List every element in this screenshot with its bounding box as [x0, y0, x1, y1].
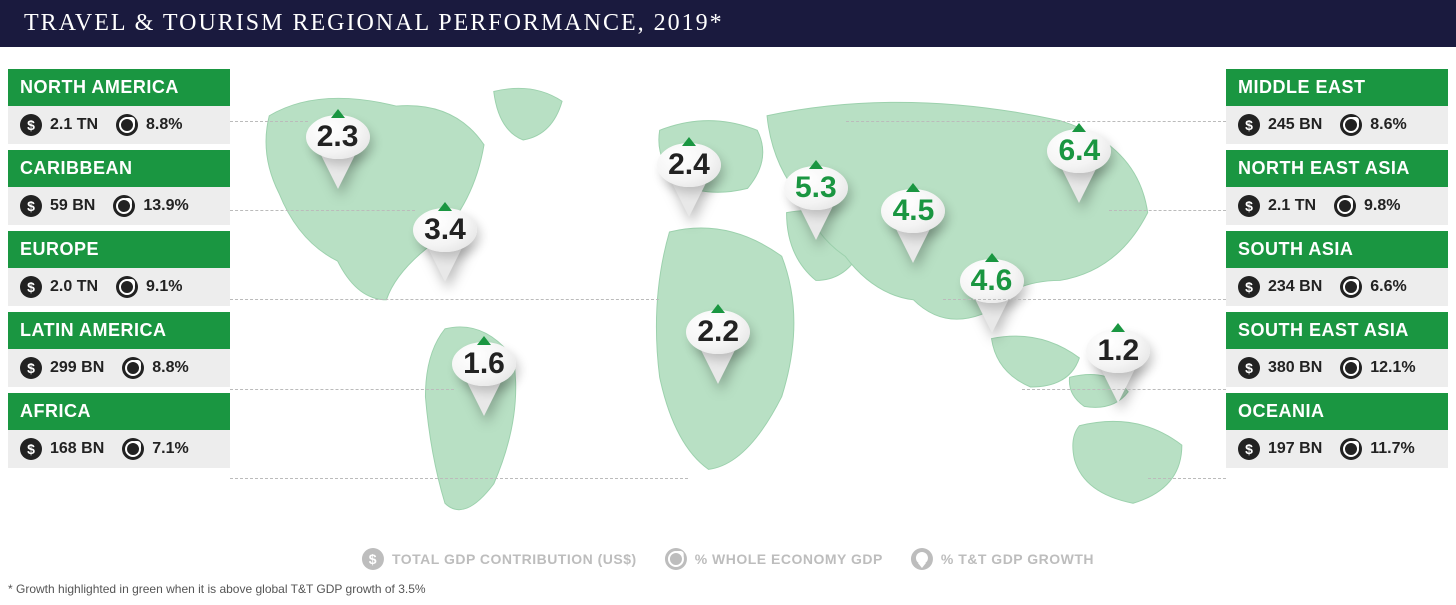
- region-pct: 13.9%: [143, 197, 188, 215]
- legend-economy-label: % WHOLE ECONOMY GDP: [695, 551, 883, 567]
- dollar-icon: [20, 276, 42, 298]
- connector-line: [230, 478, 688, 479]
- connector-line: [846, 121, 1226, 122]
- region-card: OCEANIA 197 BN 11.7%: [1226, 393, 1448, 468]
- region-pct: 9.8%: [1364, 197, 1400, 215]
- region-card: AFRICA 168 BN 7.1%: [8, 393, 230, 468]
- region-stats: 2.0 TN 9.1%: [8, 268, 230, 306]
- region-card: NORTH AMERICA 2.1 TN 8.8%: [8, 69, 230, 144]
- region-card: NORTH EAST ASIA 2.1 TN 9.8%: [1226, 150, 1448, 225]
- content-area: NORTH AMERICA 2.1 TN 8.8% CARIBBEAN 59 B…: [0, 47, 1456, 602]
- region-gdp: 245 BN: [1268, 116, 1322, 134]
- pie-icon: [1340, 114, 1362, 136]
- region-name: SOUTH EAST ASIA: [1226, 312, 1448, 349]
- pie-icon: [122, 357, 144, 379]
- pie-icon: [1340, 438, 1362, 460]
- region-gdp: 299 BN: [50, 359, 104, 377]
- region-card: LATIN AMERICA 299 BN 8.8%: [8, 312, 230, 387]
- region-card: EUROPE 2.0 TN 9.1%: [8, 231, 230, 306]
- connector-line: [1148, 478, 1226, 479]
- dollar-icon: [1238, 357, 1260, 379]
- region-stats: 299 BN 8.8%: [8, 349, 230, 387]
- region-gdp: 59 BN: [50, 197, 95, 215]
- region-name: CARIBBEAN: [8, 150, 230, 187]
- pie-icon: [116, 276, 138, 298]
- region-pct: 8.6%: [1370, 116, 1406, 134]
- region-name: NORTH EAST ASIA: [1226, 150, 1448, 187]
- region-name: LATIN AMERICA: [8, 312, 230, 349]
- region-stats: 59 BN 13.9%: [8, 187, 230, 225]
- dollar-icon: [20, 114, 42, 136]
- legend-gdp: TOTAL GDP CONTRIBUTION (US$): [362, 548, 637, 570]
- page-title: TRAVEL & TOURISM REGIONAL PERFORMANCE, 2…: [0, 0, 1456, 47]
- regions-right-column: MIDDLE EAST 245 BN 8.6% NORTH EAST ASIA …: [1226, 69, 1448, 468]
- dollar-icon: [1238, 438, 1260, 460]
- legend-gdp-label: TOTAL GDP CONTRIBUTION (US$): [392, 551, 637, 567]
- dollar-icon: [20, 357, 42, 379]
- dollar-icon: [1238, 114, 1260, 136]
- region-pct: 8.8%: [152, 359, 188, 377]
- region-pct: 6.6%: [1370, 278, 1406, 296]
- region-stats: 234 BN 6.6%: [1226, 268, 1448, 306]
- region-name: EUROPE: [8, 231, 230, 268]
- connector-line: [230, 389, 454, 390]
- world-map: 2.3 3.4 1.6 2.4 2.2 5.3 4.5 4.6 6.4 1.2: [240, 77, 1216, 542]
- pie-icon: [665, 548, 687, 570]
- legend: TOTAL GDP CONTRIBUTION (US$) % WHOLE ECO…: [362, 548, 1094, 570]
- region-stats: 245 BN 8.6%: [1226, 106, 1448, 144]
- region-stats: 168 BN 7.1%: [8, 430, 230, 468]
- region-gdp: 234 BN: [1268, 278, 1322, 296]
- regions-left-column: NORTH AMERICA 2.1 TN 8.8% CARIBBEAN 59 B…: [8, 69, 230, 468]
- pie-icon: [116, 114, 138, 136]
- pie-icon: [1340, 276, 1362, 298]
- region-stats: 2.1 TN 8.8%: [8, 106, 230, 144]
- footnote: * Growth highlighted in green when it is…: [8, 582, 426, 596]
- region-stats: 197 BN 11.7%: [1226, 430, 1448, 468]
- region-stats: 380 BN 12.1%: [1226, 349, 1448, 387]
- region-gdp: 197 BN: [1268, 440, 1322, 458]
- region-pct: 7.1%: [152, 440, 188, 458]
- pie-icon: [113, 195, 135, 217]
- region-name: NORTH AMERICA: [8, 69, 230, 106]
- pie-icon: [1340, 357, 1362, 379]
- region-pct: 11.7%: [1370, 440, 1414, 458]
- region-gdp: 380 BN: [1268, 359, 1322, 377]
- dollar-icon: [20, 195, 42, 217]
- connector-line: [943, 299, 1226, 300]
- region-gdp: 2.1 TN: [50, 116, 98, 134]
- map-svg: [240, 77, 1216, 542]
- region-gdp: 2.0 TN: [50, 278, 98, 296]
- region-card: SOUTH ASIA 234 BN 6.6%: [1226, 231, 1448, 306]
- region-gdp: 168 BN: [50, 440, 104, 458]
- pin-icon: [911, 548, 933, 570]
- region-pct: 8.8%: [146, 116, 182, 134]
- connector-line: [230, 210, 415, 211]
- connector-line: [230, 299, 659, 300]
- region-stats: 2.1 TN 9.8%: [1226, 187, 1448, 225]
- region-name: SOUTH ASIA: [1226, 231, 1448, 268]
- dollar-icon: [20, 438, 42, 460]
- region-pct: 12.1%: [1370, 359, 1415, 377]
- region-gdp: 2.1 TN: [1268, 197, 1316, 215]
- connector-line: [230, 121, 308, 122]
- region-card: MIDDLE EAST 245 BN 8.6%: [1226, 69, 1448, 144]
- connector-line: [1109, 210, 1226, 211]
- pie-icon: [1334, 195, 1356, 217]
- region-name: OCEANIA: [1226, 393, 1448, 430]
- region-pct: 9.1%: [146, 278, 182, 296]
- region-name: MIDDLE EAST: [1226, 69, 1448, 106]
- dollar-icon: [362, 548, 384, 570]
- legend-economy: % WHOLE ECONOMY GDP: [665, 548, 883, 570]
- legend-growth-label: % T&T GDP GROWTH: [941, 551, 1094, 567]
- dollar-icon: [1238, 276, 1260, 298]
- region-name: AFRICA: [8, 393, 230, 430]
- dollar-icon: [1238, 195, 1260, 217]
- region-card: CARIBBEAN 59 BN 13.9%: [8, 150, 230, 225]
- pie-icon: [122, 438, 144, 460]
- region-card: SOUTH EAST ASIA 380 BN 12.1%: [1226, 312, 1448, 387]
- legend-growth: % T&T GDP GROWTH: [911, 548, 1094, 570]
- connector-line: [1022, 389, 1226, 390]
